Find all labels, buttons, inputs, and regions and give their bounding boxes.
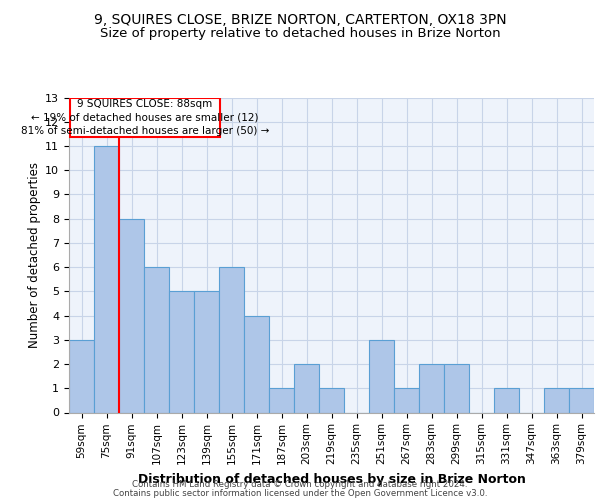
Bar: [444, 364, 469, 412]
Bar: [70, 98, 220, 138]
Text: 9, SQUIRES CLOSE, BRIZE NORTON, CARTERTON, OX18 3PN: 9, SQUIRES CLOSE, BRIZE NORTON, CARTERTO…: [94, 12, 506, 26]
Bar: [194, 292, 219, 412]
X-axis label: Distribution of detached houses by size in Brize Norton: Distribution of detached houses by size …: [137, 472, 526, 486]
Text: 81% of semi-detached houses are larger (50) →: 81% of semi-detached houses are larger (…: [20, 126, 269, 136]
Bar: [494, 388, 519, 412]
Bar: [219, 267, 244, 412]
Bar: [319, 388, 344, 412]
Text: ← 19% of detached houses are smaller (12): ← 19% of detached houses are smaller (12…: [31, 113, 259, 123]
Bar: [119, 218, 144, 412]
Bar: [244, 316, 269, 412]
Bar: [94, 146, 119, 412]
Text: 9 SQUIRES CLOSE: 88sqm: 9 SQUIRES CLOSE: 88sqm: [77, 100, 212, 110]
Text: Contains HM Land Registry data © Crown copyright and database right 2024.: Contains HM Land Registry data © Crown c…: [132, 480, 468, 489]
Bar: [544, 388, 569, 412]
Bar: [369, 340, 394, 412]
Bar: [419, 364, 444, 412]
Text: Size of property relative to detached houses in Brize Norton: Size of property relative to detached ho…: [100, 28, 500, 40]
Text: Contains public sector information licensed under the Open Government Licence v3: Contains public sector information licen…: [113, 489, 487, 498]
Bar: [294, 364, 319, 412]
Bar: [394, 388, 419, 412]
Bar: [69, 340, 94, 412]
Bar: [144, 267, 169, 412]
Y-axis label: Number of detached properties: Number of detached properties: [28, 162, 41, 348]
Bar: [169, 292, 194, 412]
Bar: [569, 388, 594, 412]
Bar: [269, 388, 294, 412]
